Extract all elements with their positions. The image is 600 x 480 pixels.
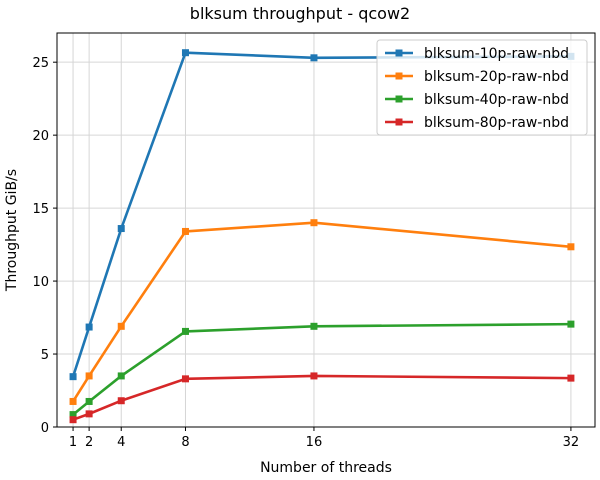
- data-point: [567, 320, 575, 328]
- data-point: [310, 219, 318, 227]
- data-point: [117, 225, 125, 233]
- y-tick-label: 0: [41, 421, 49, 436]
- data-point: [310, 322, 318, 330]
- data-point: [310, 54, 318, 62]
- legend: blksum-10p-raw-nbd blksum-20p-raw-nbd blks…: [376, 39, 588, 136]
- data-point: [85, 397, 93, 405]
- data-point: [117, 372, 125, 380]
- legend-marker: [395, 95, 403, 103]
- legend-marker: [395, 72, 403, 80]
- y-tick-label: 20: [32, 129, 49, 144]
- y-axis-label: Throughput GiB/s: [4, 169, 20, 292]
- legend-entry: blksum-10p-raw-nbd: [385, 46, 569, 62]
- legend-box: [376, 39, 588, 136]
- data-point: [69, 416, 77, 424]
- data-point: [567, 243, 575, 251]
- series-blksum-80p-raw-nbd: [69, 372, 575, 424]
- data-point: [85, 372, 93, 380]
- legend-label: blksum-20p-raw-nbd: [424, 69, 569, 85]
- data-point: [85, 323, 93, 331]
- y-tick-label: 15: [32, 202, 49, 217]
- series-line: [72, 322, 571, 416]
- data-point: [181, 49, 189, 57]
- x-tick-label: 4: [117, 435, 125, 450]
- x-tick-label: 16: [306, 435, 323, 450]
- data-point: [567, 374, 575, 382]
- data-point: [69, 373, 77, 381]
- data-point: [117, 397, 125, 405]
- legend-entry: blksum-80p-raw-nbd: [385, 115, 569, 131]
- legend-entry: blksum-20p-raw-nbd: [385, 69, 569, 85]
- series-line: [71, 221, 572, 403]
- legend-label: blksum-40p-raw-nbd: [424, 92, 569, 108]
- ticks: 1 2 4 8 16 32 0 5 10 15 20 25: [32, 56, 579, 450]
- data-point: [181, 227, 189, 235]
- legend-marker: [395, 118, 403, 126]
- series-line: [71, 51, 571, 378]
- x-tick-label: 8: [181, 435, 189, 450]
- data-point: [85, 410, 93, 418]
- series-blksum-40p-raw-nbd: [69, 320, 575, 419]
- data-point: [181, 327, 189, 335]
- series-layer: [69, 49, 575, 424]
- series-line: [72, 374, 571, 421]
- data-point: [69, 397, 77, 405]
- x-axis-label: Number of threads: [260, 460, 392, 476]
- data-point: [69, 411, 77, 419]
- legend-label: blksum-80p-raw-nbd: [424, 115, 569, 131]
- plot-frame: [56, 32, 596, 428]
- data-point: [181, 375, 189, 383]
- x-tick-label: 1: [69, 435, 77, 450]
- x-tick-label: 2: [85, 435, 93, 450]
- y-tick-label: 10: [32, 275, 49, 290]
- x-tick-label: 32: [563, 435, 580, 450]
- legend-entry: blksum-40p-raw-nbd: [385, 92, 569, 108]
- legend-label: blksum-10p-raw-nbd: [424, 46, 569, 62]
- series-blksum-20p-raw-nbd: [69, 219, 575, 405]
- y-tick-label: 25: [32, 56, 49, 71]
- data-point: [310, 372, 318, 380]
- data-point: [117, 322, 125, 330]
- legend-marker: [395, 49, 403, 57]
- chart-title: blksum throughput - qcow2: [190, 4, 410, 23]
- y-tick-label: 5: [41, 348, 49, 363]
